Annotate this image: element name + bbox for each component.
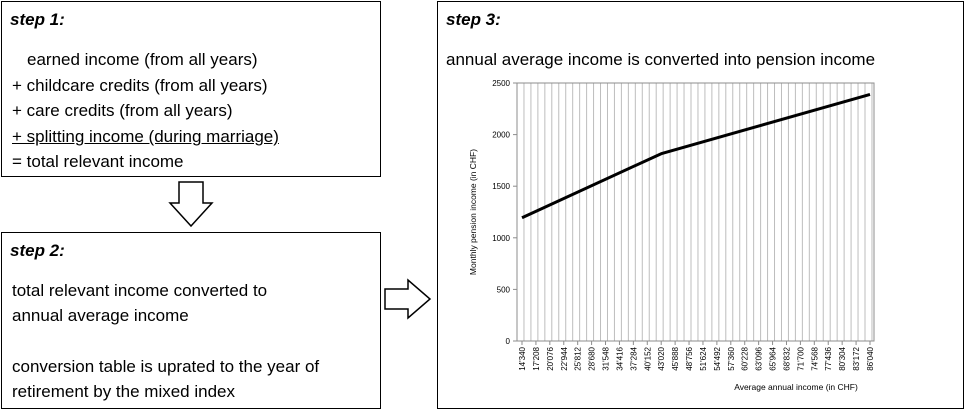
step1-line-childcare-credits: + childcare credits (from all years) (12, 76, 268, 95)
step1-title: step 1: (10, 10, 65, 29)
y-tick-label: 2500 (492, 79, 510, 88)
x-tick-label: 54'492 (713, 346, 722, 370)
x-tick-label: 51'624 (699, 346, 708, 370)
x-tick-label: 63'096 (755, 346, 764, 370)
step1-line-care-credits: + care credits (from all years) (12, 101, 233, 120)
step1-box: step 1: earned income (from all years) +… (1, 1, 381, 177)
x-tick-label: 80'304 (838, 346, 847, 370)
x-tick-label: 60'228 (741, 346, 750, 370)
down-arrow-icon (168, 181, 214, 228)
step2-line-4: retirement by the mixed index (12, 382, 235, 401)
x-tick-label: 74'568 (810, 346, 819, 370)
step2-box: step 2: total relevant income converted … (1, 232, 381, 409)
x-tick-label: 68'832 (782, 346, 791, 370)
plot-area (516, 82, 875, 342)
x-tick-label: 86'040 (866, 346, 875, 370)
x-tick-label: 31'548 (602, 346, 611, 370)
y-tick-label: 0 (506, 337, 511, 346)
x-tick-label: 71'700 (796, 346, 805, 370)
x-tick-label: 43'020 (657, 346, 666, 370)
step3-box: step 3: annual average income is convert… (437, 1, 964, 409)
x-tick-label: 14'340 (518, 346, 527, 370)
pension-chart: 0 500 1000 1500 2000 2500 14'340 17'208 20'076 22… (468, 79, 875, 392)
x-tick-label: 20'076 (546, 346, 555, 370)
right-arrow-icon (384, 278, 432, 320)
y-tick-label: 500 (497, 285, 511, 294)
pension-series-line (521, 92, 871, 220)
step2-line-1: total relevant income converted to (12, 281, 268, 300)
x-tick-label: 40'152 (643, 346, 652, 370)
x-tick-label: 22'944 (560, 346, 569, 370)
x-tick-label: 45'888 (671, 346, 680, 370)
x-tick-label: 57'360 (727, 346, 736, 370)
x-tick-label: 37'284 (629, 346, 638, 370)
x-axis-label: Average annual income (in CHF) (734, 382, 858, 392)
x-tick-label: 83'172 (852, 346, 861, 370)
y-tick-label: 2000 (492, 131, 510, 140)
step3-title: step 3: (446, 10, 501, 29)
x-tick-label: 77'436 (824, 346, 833, 370)
x-tick-label: 34'416 (615, 346, 624, 370)
step1-line-earned-income: earned income (from all years) (27, 50, 258, 69)
x-tick-label: 48'756 (685, 346, 694, 370)
step3-subtitle: annual average income is converted into … (446, 50, 876, 69)
x-tick-label: 25'812 (574, 346, 583, 370)
x-tick-label: 28'680 (588, 346, 597, 370)
x-tick-label: 17'208 (532, 346, 541, 370)
step1-line-splitting-income: + splitting income (during marriage) (12, 127, 279, 146)
step2-line-3: conversion table is uprated to the year … (12, 357, 320, 376)
step2-line-2: annual average income (12, 306, 189, 325)
x-tick-label: 65'964 (769, 346, 778, 370)
y-axis-label: Monthly pension income (in CHF) (468, 149, 478, 275)
step2-title: step 2: (10, 241, 65, 260)
step1-line-total-relevant-income: = total relevant income (12, 152, 184, 171)
y-tick-label: 1500 (492, 182, 510, 191)
y-tick-label: 1000 (492, 234, 510, 243)
